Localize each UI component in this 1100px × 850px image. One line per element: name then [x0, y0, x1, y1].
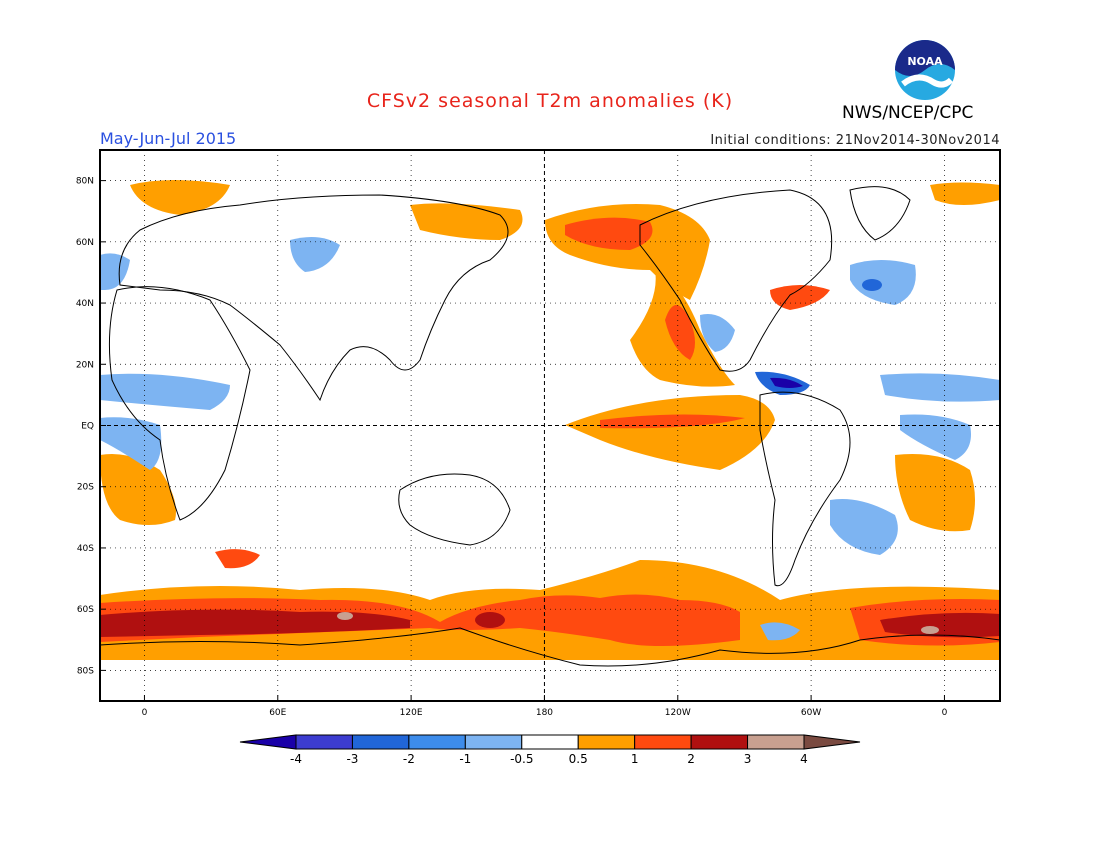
warm-anomaly-region — [895, 454, 975, 532]
strong-cool-region — [770, 377, 803, 388]
cool-anomaly-region — [100, 253, 130, 290]
colorbar-swatch — [634, 734, 692, 750]
cool-anomaly-region — [830, 499, 898, 555]
warm-anomaly-region — [600, 414, 745, 429]
map-frame — [99, 149, 1001, 702]
colorbar-min-arrow — [239, 734, 297, 750]
colorbar-label: -0.5 — [510, 752, 533, 766]
colorbar-label: -1 — [459, 752, 471, 766]
colorbar-swatch — [408, 734, 466, 750]
latitude-label: 20N — [76, 360, 94, 370]
warm-anomaly-region — [930, 182, 1000, 205]
anomaly-fields — [100, 180, 1000, 660]
strong-warm-region — [880, 612, 1000, 638]
greenland-coastline — [849, 186, 911, 241]
latitude-label: 40S — [77, 544, 94, 554]
cool-anomaly-region — [900, 414, 971, 460]
colorbar-swatch — [464, 734, 523, 750]
longitude-label: 60E — [269, 708, 286, 718]
longitude-label: 0 — [142, 708, 148, 718]
extreme-warm-region — [337, 612, 353, 620]
warm-anomaly-region — [100, 454, 176, 525]
extreme-warm-region — [921, 626, 939, 634]
cool-anomaly-region — [880, 373, 1000, 402]
longitude-label: 0 — [942, 708, 948, 718]
cool-anomaly-region — [290, 236, 340, 272]
warm-anomaly-region — [130, 180, 230, 215]
latitude-label: 80S — [77, 666, 94, 676]
warm-anomaly-region — [770, 285, 830, 310]
south-america-coastline — [759, 391, 851, 587]
colorbar-label: -3 — [346, 752, 358, 766]
latitude-label: 20S — [77, 483, 94, 493]
colorbar-label: 4 — [800, 752, 808, 766]
noaa-logo: NOAA — [895, 40, 955, 100]
cool-anomaly-region — [700, 314, 735, 352]
colorbar-label: 1 — [631, 752, 639, 766]
cool-anomaly-region — [100, 417, 162, 470]
longitude-labels: 0 60E 120E 180 120W 60W 0 — [142, 708, 948, 718]
longitude-label: 60W — [801, 708, 821, 718]
organization-label: NWS/NCEP/CPC — [842, 103, 974, 123]
latitude-label: 60N — [76, 238, 94, 248]
antarctica-coastline — [100, 627, 1000, 667]
colorbar-max-arrow — [803, 734, 861, 750]
lat-lon-grid — [100, 150, 1000, 701]
noaa-logo-text: NOAA — [907, 55, 943, 68]
initial-conditions: Initial conditions: 21Nov2014-30Nov2014 — [710, 133, 1000, 148]
strong-warm-region — [475, 612, 505, 628]
cool-anomaly-region — [862, 279, 882, 291]
latitude-label: EQ — [81, 422, 94, 432]
latitude-labels: 80N 60N 40N 20N EQ 20S 40S 60S 80S — [76, 177, 94, 677]
latitude-label: 60S — [77, 605, 94, 615]
cool-anomaly-region — [100, 373, 230, 410]
colorbar-label: -4 — [290, 752, 302, 766]
colorbar-swatch — [295, 734, 353, 750]
longitude-label: 120W — [665, 708, 691, 718]
colorbar-swatch — [351, 734, 410, 750]
cool-anomaly-region — [850, 260, 916, 305]
cool-anomaly-region — [760, 622, 800, 641]
warm-anomaly-region — [565, 395, 775, 470]
warm-anomaly-region — [600, 569, 670, 592]
eurasia-coastline — [118, 194, 509, 402]
latitude-label: 40N — [76, 299, 94, 309]
africa-coastline — [108, 286, 251, 521]
chart-title: CFSv2 seasonal T2m anomalies (K) — [366, 90, 734, 112]
colorbar-label: 3 — [744, 752, 752, 766]
colorbar-swatch — [577, 734, 636, 750]
colorbar-label: 0.5 — [569, 752, 588, 766]
colorbar-label: 2 — [687, 752, 695, 766]
colorbar-swatch — [690, 734, 749, 750]
forecast-period: May-Jun-Jul 2015 — [100, 129, 237, 148]
warm-anomaly-region — [215, 549, 260, 569]
colorbar-swatch — [521, 734, 579, 750]
longitude-label: 180 — [536, 708, 553, 718]
north-america-coastline — [639, 189, 833, 372]
warm-anomaly-region — [665, 305, 695, 360]
australia-coastline — [398, 473, 511, 546]
coastlines — [100, 186, 1000, 667]
colorbar-label: -2 — [403, 752, 415, 766]
colorbar-swatch — [747, 734, 805, 750]
longitude-label: 120E — [400, 708, 423, 718]
latitude-label: 80N — [76, 177, 94, 187]
strong-warm-region — [100, 609, 410, 637]
